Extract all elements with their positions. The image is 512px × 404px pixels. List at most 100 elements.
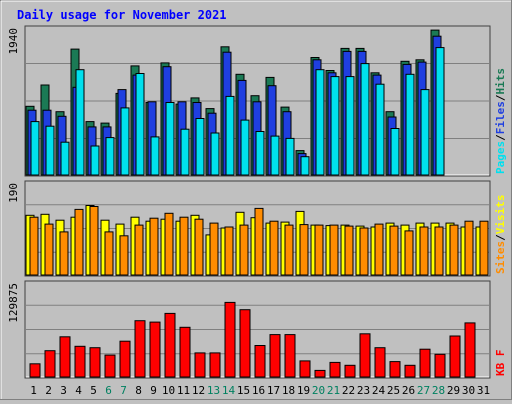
bar-kb-f-28 — [434, 353, 446, 378]
bar-pages-2 — [45, 125, 55, 176]
bar-kb-f-9 — [149, 321, 161, 378]
bar-sites-18 — [284, 224, 294, 276]
x-tick-label-14: 14 — [222, 384, 236, 397]
bar-pages-10 — [165, 102, 175, 176]
bar-pages-4 — [75, 69, 85, 176]
x-tick-label-11: 11 — [177, 384, 190, 397]
x-tick-label-21: 21 — [327, 384, 340, 397]
chart-title: Daily usage for November 2021 — [17, 8, 227, 22]
bar-sites-11 — [179, 216, 189, 276]
x-tick-label-24: 24 — [372, 384, 386, 397]
bar-sites-14 — [224, 226, 234, 276]
x-tick-label-17: 17 — [267, 384, 280, 397]
bar-pages-1 — [30, 121, 40, 176]
bar-kb-f-30 — [464, 322, 476, 378]
bar-pages-13 — [210, 132, 220, 176]
bar-sites-23 — [359, 227, 369, 276]
bar-kb-f-27 — [419, 348, 431, 378]
bar-sites-25 — [389, 225, 399, 276]
x-tick-label-4: 4 — [75, 384, 82, 397]
bar-pages-15 — [240, 119, 250, 176]
bar-pages-20 — [315, 69, 325, 176]
bar-pages-24 — [375, 83, 385, 176]
legend-part: / — [494, 94, 507, 101]
bar-pages-14 — [225, 95, 235, 176]
x-tick-label-10: 10 — [162, 384, 175, 397]
x-tick-label-5: 5 — [90, 384, 97, 397]
bar-sites-19 — [299, 224, 309, 276]
x-tick-label-26: 26 — [402, 384, 415, 397]
bar-sites-10 — [164, 212, 174, 276]
bar-kb-f-26 — [404, 364, 416, 378]
y-max-label: 190 — [7, 183, 20, 203]
bar-kb-f-19 — [299, 360, 311, 378]
bar-sites-5 — [89, 206, 99, 276]
legend-kbytes: KB F — [494, 350, 507, 377]
x-tick-label-19: 19 — [297, 384, 310, 397]
bar-kb-f-12 — [194, 352, 206, 378]
x-tick-label-23: 23 — [357, 384, 370, 397]
panel-kbytes: 129875 KB F — [7, 280, 507, 379]
bar-kb-f-29 — [449, 335, 461, 378]
bar-kb-f-23 — [359, 333, 371, 378]
bar-sites-16 — [254, 207, 264, 276]
legend-visits-sites: Sites/Visits — [494, 195, 507, 275]
bar-kb-f-25 — [389, 361, 401, 378]
legend-part: / — [494, 234, 507, 241]
legend-part: Files — [494, 101, 507, 134]
bar-kb-f-14 — [224, 301, 236, 378]
bar-sites-22 — [344, 225, 354, 276]
x-tick-label-8: 8 — [135, 384, 142, 397]
bar-kb-f-15 — [239, 309, 251, 378]
series-kb-f — [29, 301, 476, 378]
x-tick-label-2: 2 — [45, 384, 52, 397]
bar-sites-29 — [449, 224, 459, 276]
bar-pages-11 — [180, 128, 190, 176]
bar-sites-21 — [329, 224, 339, 276]
bar-sites-26 — [404, 230, 414, 276]
bar-sites-27 — [419, 226, 429, 276]
x-tick-label-18: 18 — [282, 384, 295, 397]
bar-pages-8 — [135, 73, 145, 176]
x-tick-label-22: 22 — [342, 384, 355, 397]
bar-pages-18 — [285, 137, 295, 176]
legend-part: Visits — [494, 195, 507, 235]
panel-visits-sites: 190 Sites/Visits — [7, 180, 507, 277]
bar-kb-f-16 — [254, 345, 266, 378]
y-max-label: 1940 — [7, 28, 20, 55]
bar-sites-28 — [434, 226, 444, 276]
legend-part: / — [494, 134, 507, 141]
y-max-label: 129875 — [7, 283, 20, 323]
bar-pages-22 — [345, 76, 355, 176]
bar-kb-f-22 — [344, 364, 356, 378]
bar-sites-20 — [314, 224, 324, 276]
bar-pages-6 — [105, 137, 115, 176]
bar-sites-3 — [59, 231, 69, 276]
bar-kb-f-13 — [209, 352, 221, 378]
bar-kb-f-20 — [314, 369, 326, 378]
x-axis-day-labels: 1 2 3 4 5 6 7 8 9 10 11 12 13 14 15 16 17 18 19 20 21 22 23 24 2… — [30, 384, 490, 397]
x-tick-label-30: 30 — [462, 384, 475, 397]
series-sites — [29, 206, 489, 276]
legend-part: Hits — [494, 68, 507, 95]
legend-hits-files-pages: Pages/Files/Hits — [494, 68, 507, 174]
bar-sites-15 — [239, 224, 249, 276]
bar-pages-12 — [195, 118, 205, 176]
bar-kb-f-18 — [284, 334, 296, 378]
bar-sites-6 — [104, 231, 114, 276]
x-tick-label-6: 6 — [105, 384, 112, 397]
x-tick-label-7: 7 — [120, 384, 127, 397]
bar-pages-3 — [60, 141, 70, 176]
bar-kb-f-24 — [374, 347, 386, 378]
bar-pages-16 — [255, 131, 265, 176]
bar-sites-9 — [149, 217, 159, 276]
bar-sites-13 — [209, 222, 219, 276]
bar-kb-f-6 — [104, 354, 116, 378]
x-tick-label-28: 28 — [432, 384, 445, 397]
bar-sites-1 — [29, 216, 39, 276]
bar-pages-26 — [405, 73, 415, 176]
legend-part: Pages — [494, 141, 507, 174]
bar-sites-4 — [74, 208, 84, 276]
